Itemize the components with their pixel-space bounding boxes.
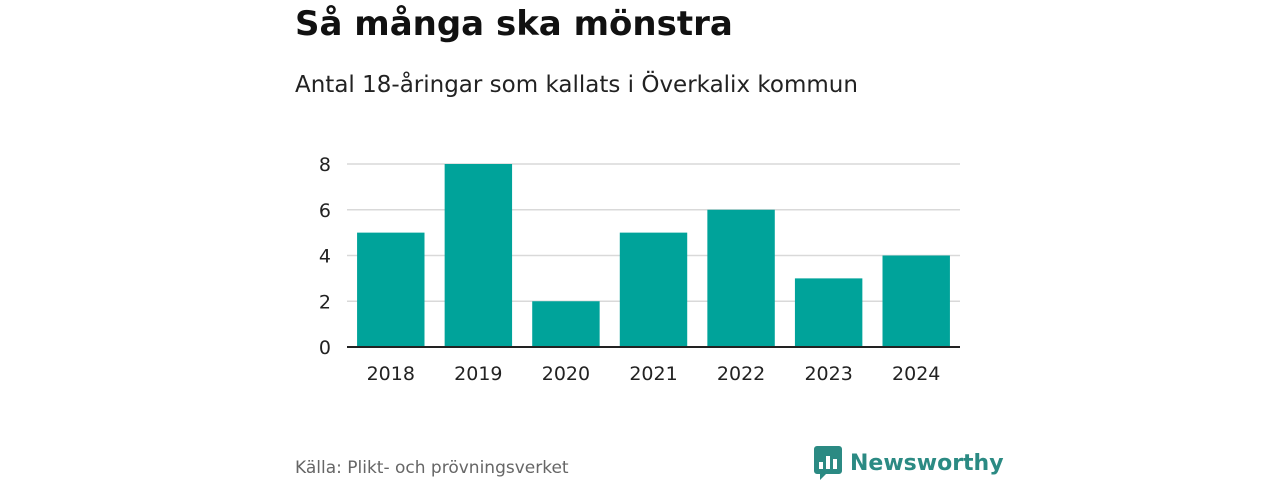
- x-tick-label: 2019: [454, 363, 502, 385]
- bar-2024: [882, 255, 950, 347]
- x-tick-label: 2024: [892, 363, 940, 385]
- y-tick-label: 2: [319, 291, 331, 313]
- x-tick-label: 2020: [542, 363, 590, 385]
- x-tick-label: 2022: [717, 363, 765, 385]
- bar-2021: [619, 232, 688, 347]
- y-tick-label: 0: [319, 337, 331, 359]
- x-tick-label: 2023: [804, 363, 852, 385]
- chart-title: Så många ska mönstra: [295, 4, 733, 44]
- chart-subtitle: Antal 18-åringar som kallats i Överkalix…: [295, 72, 858, 98]
- source-note: Källa: Plikt- och prövningsverket: [295, 458, 569, 478]
- bar-2020: [532, 301, 600, 347]
- bar-chart: 0 2 4 6 8 2018 2019 2020 2021 2022 2023 2024: [319, 154, 960, 385]
- brand-logo: Newsworthy: [814, 446, 1004, 480]
- bar-2018: [357, 232, 425, 347]
- bar-chart-logo-icon: [814, 446, 842, 480]
- x-tick-label: 2021: [629, 363, 677, 385]
- bar-2022: [707, 209, 775, 347]
- x-tick-label: 2018: [367, 363, 415, 385]
- bar-2023: [794, 278, 863, 347]
- y-tick-label: 8: [319, 154, 331, 176]
- y-tick-label: 6: [319, 200, 331, 222]
- brand-name: Newsworthy: [850, 450, 1004, 476]
- bar-2019: [444, 164, 513, 347]
- y-tick-label: 4: [319, 246, 331, 268]
